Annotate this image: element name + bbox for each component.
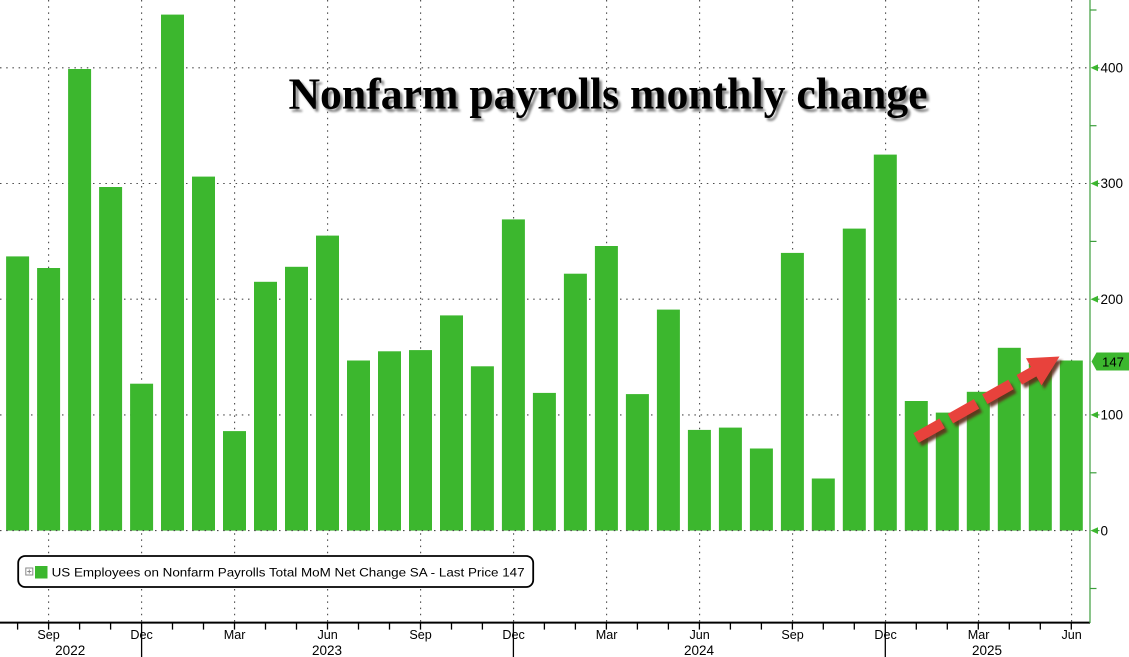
svg-text:Sep: Sep [37,628,59,642]
svg-text:Mar: Mar [596,628,618,642]
svg-text:US Employees on Nonfarm Payrol: US Employees on Nonfarm Payrolls Total M… [52,565,525,579]
svg-text:2025: 2025 [972,643,1002,657]
svg-text:2023: 2023 [312,643,342,657]
svg-text:200: 200 [1101,292,1124,307]
svg-text:2024: 2024 [684,643,715,657]
svg-text:2022: 2022 [55,643,85,657]
svg-text:Mar: Mar [968,628,990,642]
svg-text:Jun: Jun [1061,628,1081,642]
svg-text:Jun: Jun [689,628,709,642]
svg-text:Sep: Sep [409,628,431,642]
svg-text:Nonfarm payrolls monthly chang: Nonfarm payrolls monthly change [289,70,928,119]
svg-text:Mar: Mar [224,628,246,642]
svg-text:300: 300 [1101,176,1124,191]
svg-text:0: 0 [1101,523,1109,538]
svg-text:100: 100 [1101,408,1124,423]
svg-text:Sep: Sep [781,628,803,642]
svg-text:Dec: Dec [502,628,524,642]
svg-text:Jun: Jun [317,628,337,642]
svg-text:147: 147 [1102,354,1124,369]
svg-text:400: 400 [1101,61,1124,76]
svg-text:Nonfarm payrolls monthly chang: Nonfarm payrolls monthly change [291,72,930,121]
svg-text:Dec: Dec [874,628,896,642]
svg-text:Dec: Dec [130,628,152,642]
